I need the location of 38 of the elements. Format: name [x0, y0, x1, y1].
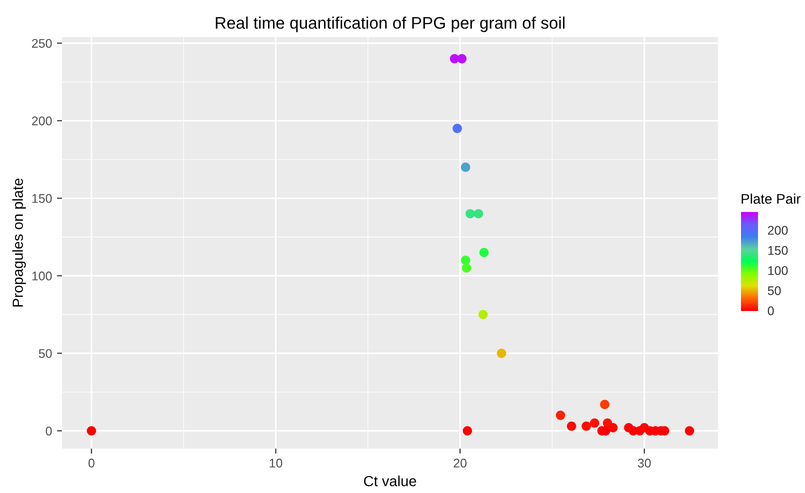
color-bar-title: Plate Pair: [742, 194, 801, 204]
y-tick-label: 50: [38, 349, 52, 358]
x-tick-label: 30: [638, 458, 651, 468]
y-tick-label: 100: [32, 272, 52, 280]
point: [474, 209, 484, 218]
point: [684, 426, 694, 436]
point: [86, 426, 96, 436]
point: [600, 400, 610, 410]
point: [462, 426, 472, 436]
point: [608, 423, 618, 432]
y-tick-label: 200: [32, 116, 52, 126]
x-tick-label: 20: [454, 458, 467, 468]
point: [478, 310, 488, 320]
point: [496, 348, 506, 358]
point: [460, 162, 470, 172]
point: [479, 248, 489, 258]
color-bar-label: 0: [768, 306, 774, 316]
color-bar-label: 100: [768, 266, 788, 275]
color-bar-label: 150: [768, 246, 788, 255]
chart-title: Real time quantification of PPG per gram of soil: [216, 16, 564, 32]
y-tick-label: 150: [32, 194, 52, 203]
y-tick-label: 250: [32, 38, 52, 48]
x-tick-label: 10: [270, 458, 282, 468]
point: [462, 263, 472, 273]
point: [457, 54, 467, 64]
point: [466, 209, 475, 218]
point: [582, 421, 591, 431]
color-bar-label: 50: [768, 286, 781, 296]
y-tick-label: 0: [46, 426, 52, 436]
x-tick-label: 0: [88, 458, 94, 468]
point: [556, 410, 566, 420]
x-axis-title: Ct value: [364, 476, 416, 486]
color-bar-label: 200: [768, 226, 788, 235]
point: [460, 256, 470, 265]
point: [566, 421, 576, 431]
point: [590, 418, 600, 428]
point: [452, 124, 462, 134]
y-axis-title: Propagules on plate: [12, 178, 26, 306]
